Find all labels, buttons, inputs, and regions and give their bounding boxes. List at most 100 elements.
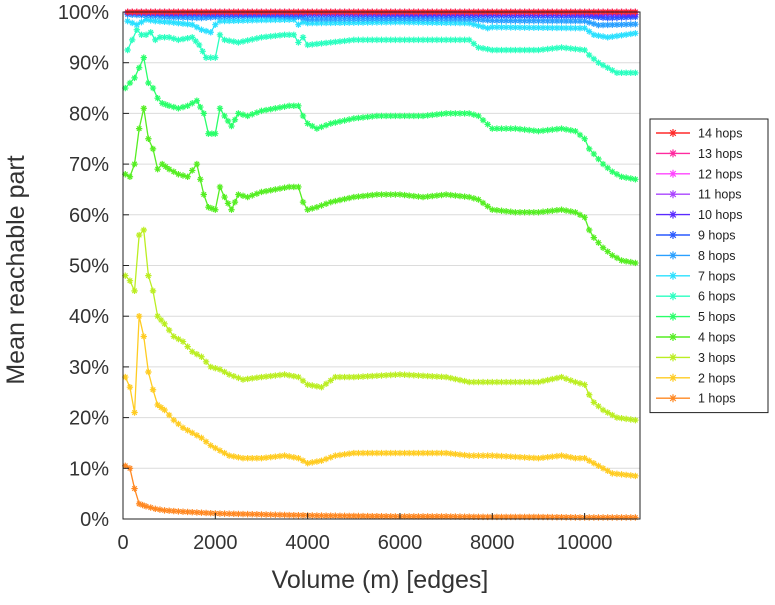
data-point xyxy=(336,38,344,45)
data-point xyxy=(618,21,625,28)
data-point xyxy=(438,191,445,199)
data-point xyxy=(419,513,427,520)
data-point xyxy=(489,378,496,386)
data-point xyxy=(466,378,473,386)
data-point xyxy=(165,18,173,26)
data-point xyxy=(350,193,358,201)
data-point xyxy=(189,429,196,437)
data-point xyxy=(198,353,205,360)
data-point xyxy=(179,14,187,21)
data-point xyxy=(387,19,394,26)
data-point xyxy=(276,452,284,460)
data-point xyxy=(147,504,154,511)
data-point xyxy=(512,513,519,521)
data-point xyxy=(410,449,418,457)
data-point xyxy=(382,15,390,22)
data-point xyxy=(396,15,404,22)
legend-item: 5 hops xyxy=(656,310,736,324)
data-point xyxy=(350,115,358,122)
data-point xyxy=(290,102,297,109)
data-point xyxy=(140,105,147,112)
data-point xyxy=(419,372,427,379)
data-point xyxy=(267,105,274,113)
data-point xyxy=(415,15,422,22)
y-tick-label: 70% xyxy=(69,154,109,176)
data-point xyxy=(253,374,261,381)
data-point xyxy=(609,21,616,29)
data-point xyxy=(627,175,634,182)
data-point xyxy=(521,24,528,31)
data-point xyxy=(576,514,584,521)
data-point xyxy=(304,19,311,27)
data-point xyxy=(484,45,491,53)
data-point xyxy=(322,39,330,47)
data-point xyxy=(135,313,143,320)
data-point xyxy=(239,454,247,462)
data-point xyxy=(558,24,565,32)
data-point xyxy=(198,26,205,33)
data-point xyxy=(530,454,538,462)
data-point xyxy=(170,19,177,26)
data-point xyxy=(433,513,441,520)
x-tick-label: 0 xyxy=(117,532,128,554)
data-point xyxy=(484,513,491,521)
data-point xyxy=(318,202,325,209)
data-point xyxy=(558,514,565,521)
data-point xyxy=(438,373,445,380)
data-point xyxy=(345,512,353,520)
data-point xyxy=(359,15,367,22)
data-point xyxy=(193,97,201,104)
data-point xyxy=(350,15,358,23)
data-point xyxy=(327,198,334,206)
data-point xyxy=(507,378,514,386)
data-point xyxy=(387,15,394,22)
y-axis-title: Mean reachable part xyxy=(2,155,30,384)
legend-marker xyxy=(669,129,677,137)
data-point xyxy=(493,207,501,214)
data-point xyxy=(299,512,307,519)
data-point xyxy=(590,234,598,241)
data-point xyxy=(622,415,630,423)
data-point xyxy=(332,197,339,205)
data-point xyxy=(345,15,353,23)
data-point xyxy=(355,373,362,380)
data-point xyxy=(507,208,514,215)
data-point xyxy=(189,508,196,516)
data-point xyxy=(595,59,602,66)
data-point xyxy=(207,509,214,517)
data-point xyxy=(147,17,154,24)
data-point xyxy=(378,112,385,120)
data-point xyxy=(350,373,358,381)
data-point xyxy=(521,46,528,54)
data-point xyxy=(632,514,639,521)
data-point xyxy=(170,35,177,42)
data-point xyxy=(424,36,431,44)
legend-label: 9 hops xyxy=(698,229,736,243)
data-point xyxy=(272,511,279,518)
data-point xyxy=(622,174,630,181)
data-point xyxy=(184,508,191,516)
legend-marker xyxy=(669,190,677,199)
data-point xyxy=(221,112,228,120)
data-point xyxy=(447,450,454,457)
data-point xyxy=(258,16,265,24)
data-point xyxy=(544,513,551,521)
data-point xyxy=(299,18,307,26)
data-point xyxy=(405,15,413,22)
data-point xyxy=(544,24,551,32)
data-point xyxy=(438,110,445,118)
data-point xyxy=(539,46,547,53)
data-point xyxy=(627,258,634,266)
data-point xyxy=(258,454,265,462)
data-point xyxy=(604,64,611,71)
data-point xyxy=(599,244,607,251)
data-point xyxy=(184,20,191,28)
series-8 xyxy=(124,26,639,77)
data-point xyxy=(262,511,270,518)
data-point xyxy=(424,112,431,119)
data-point xyxy=(599,160,607,168)
data-point xyxy=(309,122,316,130)
data-point xyxy=(327,512,334,519)
data-point xyxy=(502,125,510,132)
data-point xyxy=(341,15,348,23)
